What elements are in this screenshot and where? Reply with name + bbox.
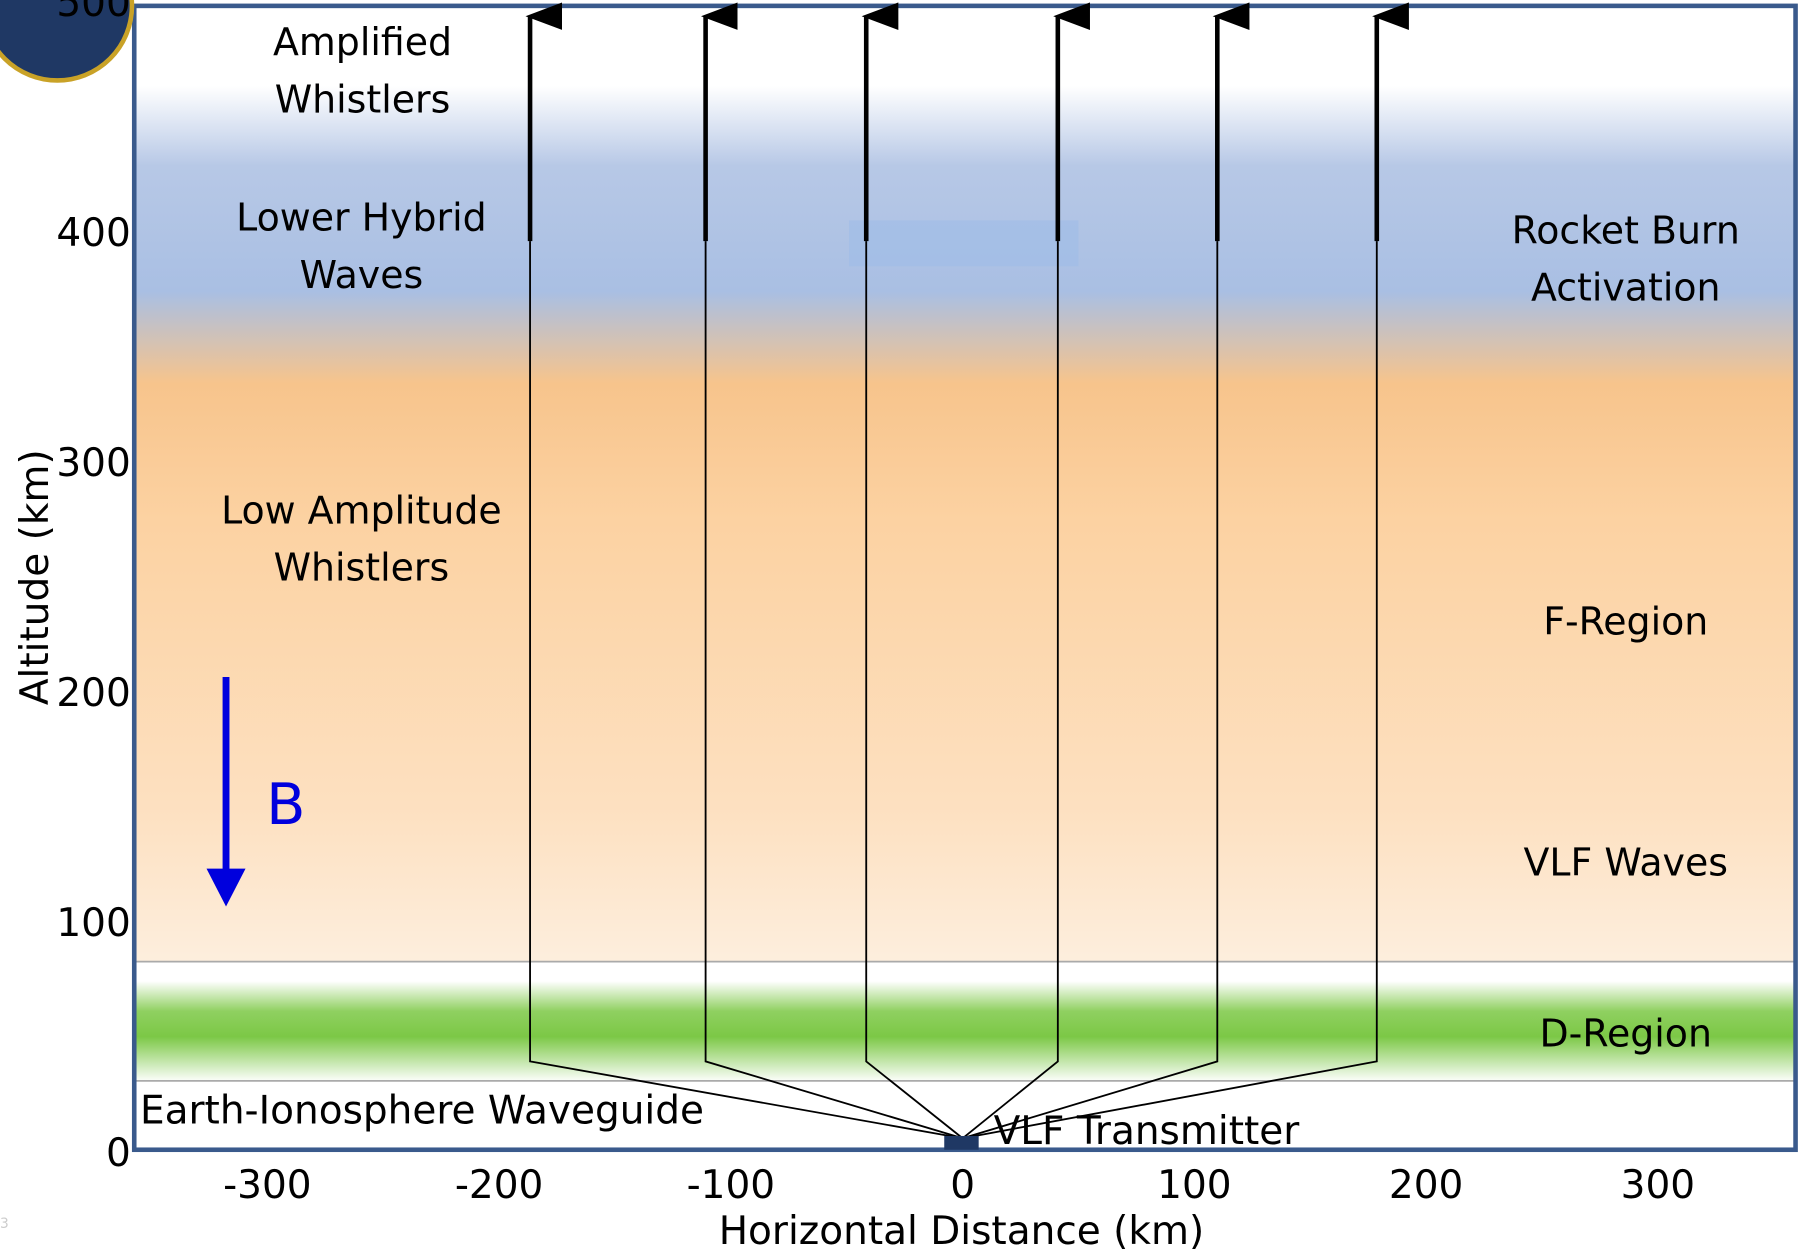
y-tick-label: 200 (56, 671, 130, 716)
lower-hybrid-label-line: Lower Hybrid (236, 196, 486, 240)
low-amplitude-label-line: Low Amplitude (221, 488, 502, 532)
y-tick-label: 100 (56, 901, 130, 946)
lower-hybrid-label-line: Waves (300, 253, 424, 297)
rocket-burn-label-line: Rocket Burn (1512, 208, 1740, 252)
page-number: 3 (0, 1216, 9, 1232)
x-axis-label: Horizontal Distance (km) (719, 1209, 1204, 1252)
vlf-waves-label: VLF Waves (1524, 841, 1728, 885)
b-field-label: B (266, 771, 305, 838)
amplified-whistlers-label-line: Whistlers (275, 78, 451, 122)
amplified-whistlers-label-line: Amplified (273, 20, 452, 64)
x-tick-label: -200 (455, 1163, 544, 1208)
x-tick-label: -100 (687, 1163, 776, 1208)
waveguide-label: Earth-Ionosphere Waveguide (140, 1088, 704, 1133)
y-tick-label: 500 (56, 0, 130, 26)
rocket-burn-label-line: Activation (1531, 266, 1721, 310)
x-tick-label: 100 (1157, 1163, 1231, 1208)
y-tick-label: 400 (56, 211, 130, 256)
y-axis-label: Altitude (km) (13, 449, 58, 705)
x-tick-label: -300 (223, 1163, 312, 1208)
x-tick-label: 200 (1389, 1163, 1463, 1208)
f-region-label: F-Region (1543, 600, 1708, 644)
y-tick-label: 0 (106, 1131, 131, 1176)
y-tick-label: 300 (56, 441, 130, 486)
slide: B Earth-Ionosphere Waveguide VLF Transmi… (0, 0, 1799, 1252)
low-amplitude-label-line: Whistlers (274, 546, 450, 590)
x-tick-label: 0 (950, 1163, 975, 1208)
d-region-label: D-Region (1540, 1011, 1712, 1055)
x-tick-label: 300 (1621, 1163, 1695, 1208)
transmitter-icon (944, 1136, 978, 1150)
burn-patch (849, 220, 1078, 266)
transmitter-label: VLF Transmitter (994, 1109, 1301, 1154)
